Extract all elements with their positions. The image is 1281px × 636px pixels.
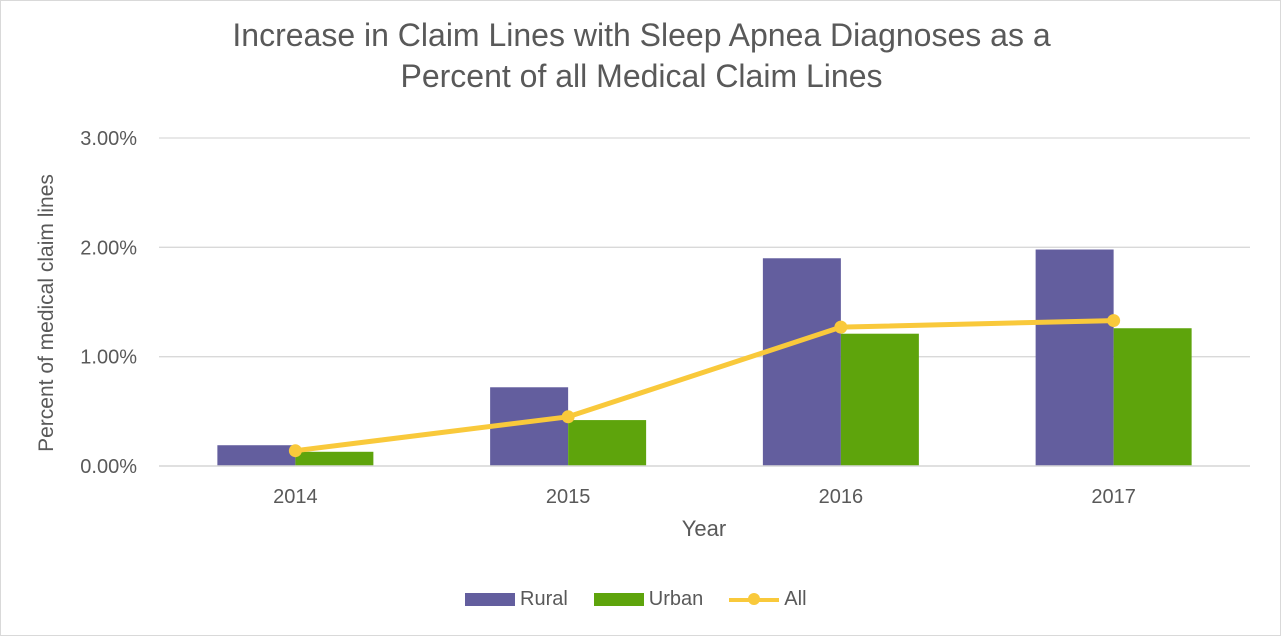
bar-urban-2017 (1113, 328, 1192, 466)
point-all-2016 (834, 320, 848, 334)
legend-item-rural: Rural (465, 588, 568, 611)
x-axis-label: Year (681, 516, 727, 541)
y-tick-label-0: 0.00% (80, 456, 137, 478)
y-tick-label-1: 1.00% (80, 347, 137, 369)
legend: Rural Urban All (465, 584, 833, 614)
x-tick-label-2014: 2014 (273, 486, 318, 508)
legend-swatch-urban (593, 592, 644, 606)
x-tick-label-2015: 2015 (546, 486, 591, 508)
legend-item-all: All (729, 587, 807, 611)
chart-title-line-2: Percent of all Medical Claim Lines (400, 58, 883, 94)
legend-label-rural: Rural (520, 587, 568, 610)
point-all-2014 (288, 444, 302, 458)
y-tick-label-2: 2.00% (80, 237, 137, 259)
line-all (292, 318, 1117, 454)
bar-urban-2014 (295, 451, 374, 466)
bar-urban-2016 (840, 333, 919, 466)
bar-rural-2014 (217, 445, 296, 466)
legend-item-urban: Urban (593, 587, 704, 611)
point-all-2015 (561, 410, 575, 424)
bar-urban-2015 (568, 420, 647, 466)
legend-swatch-all (729, 592, 780, 606)
chart-title: Increase in Claim Lines with Sleep Apnea… (0, 15, 1281, 97)
bar-rural-2016 (762, 258, 841, 466)
legend-label-all: All (784, 587, 807, 610)
x-tick-label-2016: 2016 (819, 486, 864, 508)
point-all-2017 (1107, 314, 1121, 328)
bar-rural-2017 (1035, 249, 1114, 466)
legend-swatch-rural (465, 592, 515, 606)
x-tick-label-2017: 2017 (1091, 486, 1136, 508)
y-tick-label-3: 3.00% (80, 128, 137, 150)
chart-title-line-1: Increase in Claim Lines with Sleep Apnea… (232, 17, 1051, 53)
legend-label-urban: Urban (648, 587, 704, 610)
